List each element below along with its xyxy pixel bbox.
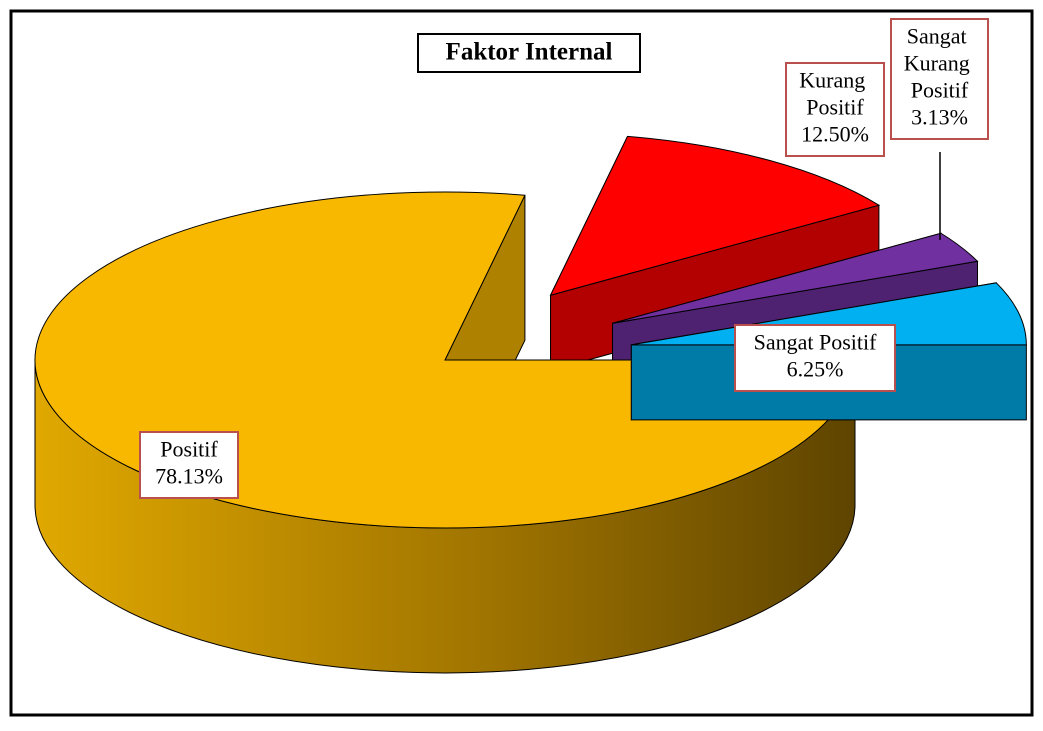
- category-label: Sangat Positif: [754, 330, 878, 355]
- title-box: [417, 33, 641, 73]
- label-line: Sangat Positif: [754, 330, 878, 355]
- value-label: 12.50%: [801, 122, 869, 147]
- category-label: Sangat Kurang Positif: [904, 24, 975, 103]
- label-box: [785, 62, 885, 157]
- pie: [34, 135, 1027, 674]
- label-box: [734, 324, 896, 392]
- pie-slice: [631, 282, 1027, 346]
- category-label: Kurang Positif: [799, 68, 870, 120]
- value-label: 78.13%: [155, 464, 223, 489]
- label-line: Positif: [160, 437, 218, 462]
- value-label: 6.25%: [787, 357, 844, 382]
- label-line: Kurang: [904, 51, 975, 76]
- label-box: [139, 431, 239, 499]
- category-label: Positif: [160, 437, 218, 462]
- label-line: Positif: [806, 95, 864, 120]
- label-line: Sangat: [907, 24, 972, 49]
- label-line: Positif: [911, 78, 969, 103]
- chart-title: Faktor Internal: [446, 39, 613, 66]
- pie-slice: [612, 232, 979, 324]
- pie-slice: [34, 191, 856, 529]
- label-box: [890, 18, 989, 140]
- label-line: Kurang: [799, 68, 870, 93]
- pie-slice: [549, 135, 881, 297]
- value-label: 3.13%: [911, 105, 968, 130]
